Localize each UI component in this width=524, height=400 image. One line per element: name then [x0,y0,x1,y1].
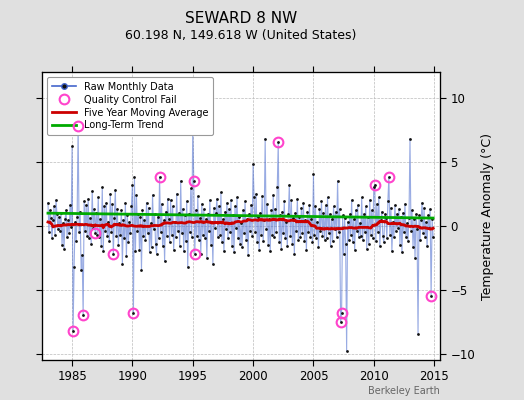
Text: 60.198 N, 149.618 W (United States): 60.198 N, 149.618 W (United States) [125,29,357,42]
Text: Berkeley Earth: Berkeley Earth [368,386,440,396]
Legend: Raw Monthly Data, Quality Control Fail, Five Year Moving Average, Long-Term Tren: Raw Monthly Data, Quality Control Fail, … [47,77,213,135]
Y-axis label: Temperature Anomaly (°C): Temperature Anomaly (°C) [481,132,494,300]
Text: SEWARD 8 NW: SEWARD 8 NW [185,11,297,26]
